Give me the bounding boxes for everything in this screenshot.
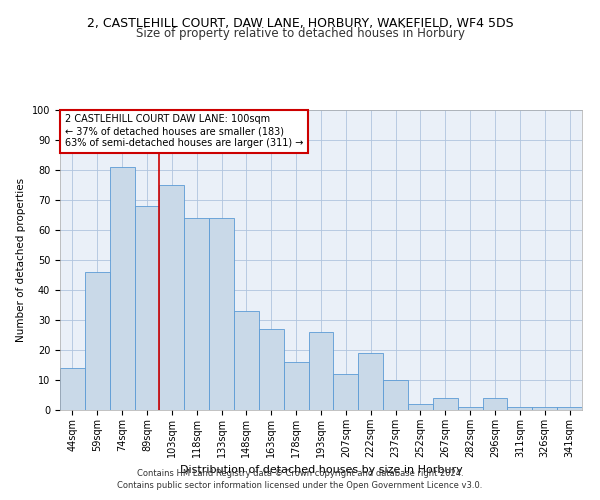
Text: Contains HM Land Registry data © Crown copyright and database right 2024.: Contains HM Land Registry data © Crown c… — [137, 468, 463, 477]
X-axis label: Distribution of detached houses by size in Horbury: Distribution of detached houses by size … — [179, 466, 463, 475]
Text: 2 CASTLEHILL COURT DAW LANE: 100sqm
← 37% of detached houses are smaller (183)
6: 2 CASTLEHILL COURT DAW LANE: 100sqm ← 37… — [65, 114, 304, 148]
Text: Size of property relative to detached houses in Horbury: Size of property relative to detached ho… — [136, 28, 464, 40]
Bar — [458, 407, 482, 410]
Text: Contains public sector information licensed under the Open Government Licence v3: Contains public sector information licen… — [118, 481, 482, 490]
Bar — [134, 206, 160, 410]
Y-axis label: Number of detached properties: Number of detached properties — [16, 178, 26, 342]
Bar — [383, 380, 408, 410]
Bar — [508, 407, 532, 410]
Text: 2, CASTLEHILL COURT, DAW LANE, HORBURY, WAKEFIELD, WF4 5DS: 2, CASTLEHILL COURT, DAW LANE, HORBURY, … — [86, 18, 514, 30]
Bar — [308, 332, 334, 410]
Bar — [334, 374, 358, 410]
Bar — [234, 311, 259, 410]
Bar — [532, 407, 557, 410]
Bar — [433, 398, 458, 410]
Bar — [184, 218, 209, 410]
Bar — [85, 272, 110, 410]
Bar — [110, 167, 134, 410]
Bar — [408, 404, 433, 410]
Bar — [358, 353, 383, 410]
Bar — [557, 407, 582, 410]
Bar — [209, 218, 234, 410]
Bar — [482, 398, 508, 410]
Bar — [60, 368, 85, 410]
Bar — [284, 362, 308, 410]
Bar — [259, 329, 284, 410]
Bar — [160, 185, 184, 410]
